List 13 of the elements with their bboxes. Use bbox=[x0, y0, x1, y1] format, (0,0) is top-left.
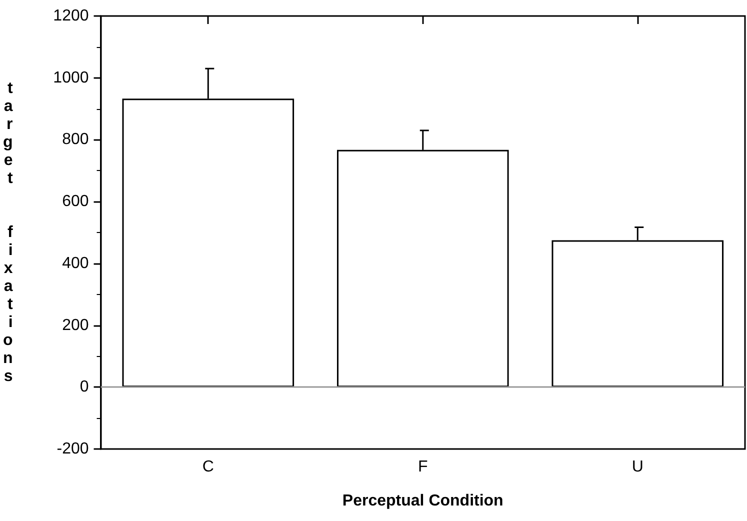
y-tick-label: 600 bbox=[62, 193, 89, 210]
y-tick-label: 1000 bbox=[53, 69, 89, 86]
y-tick-label: 400 bbox=[62, 254, 89, 272]
x-tick-label: C bbox=[202, 458, 214, 476]
x-tick-label: U bbox=[632, 458, 644, 476]
text: target fixations bbox=[2, 80, 13, 385]
y-tick-label: 200 bbox=[62, 316, 89, 334]
x-axis-title: Perceptual Condition bbox=[342, 492, 504, 510]
y-tick-label: 0 bbox=[80, 378, 89, 396]
y-tick-label: -200 bbox=[56, 440, 89, 458]
y-tick-label: 800 bbox=[62, 131, 89, 148]
x-tick-label: F bbox=[418, 458, 428, 476]
y-tick-label: 1200 bbox=[53, 8, 89, 24]
